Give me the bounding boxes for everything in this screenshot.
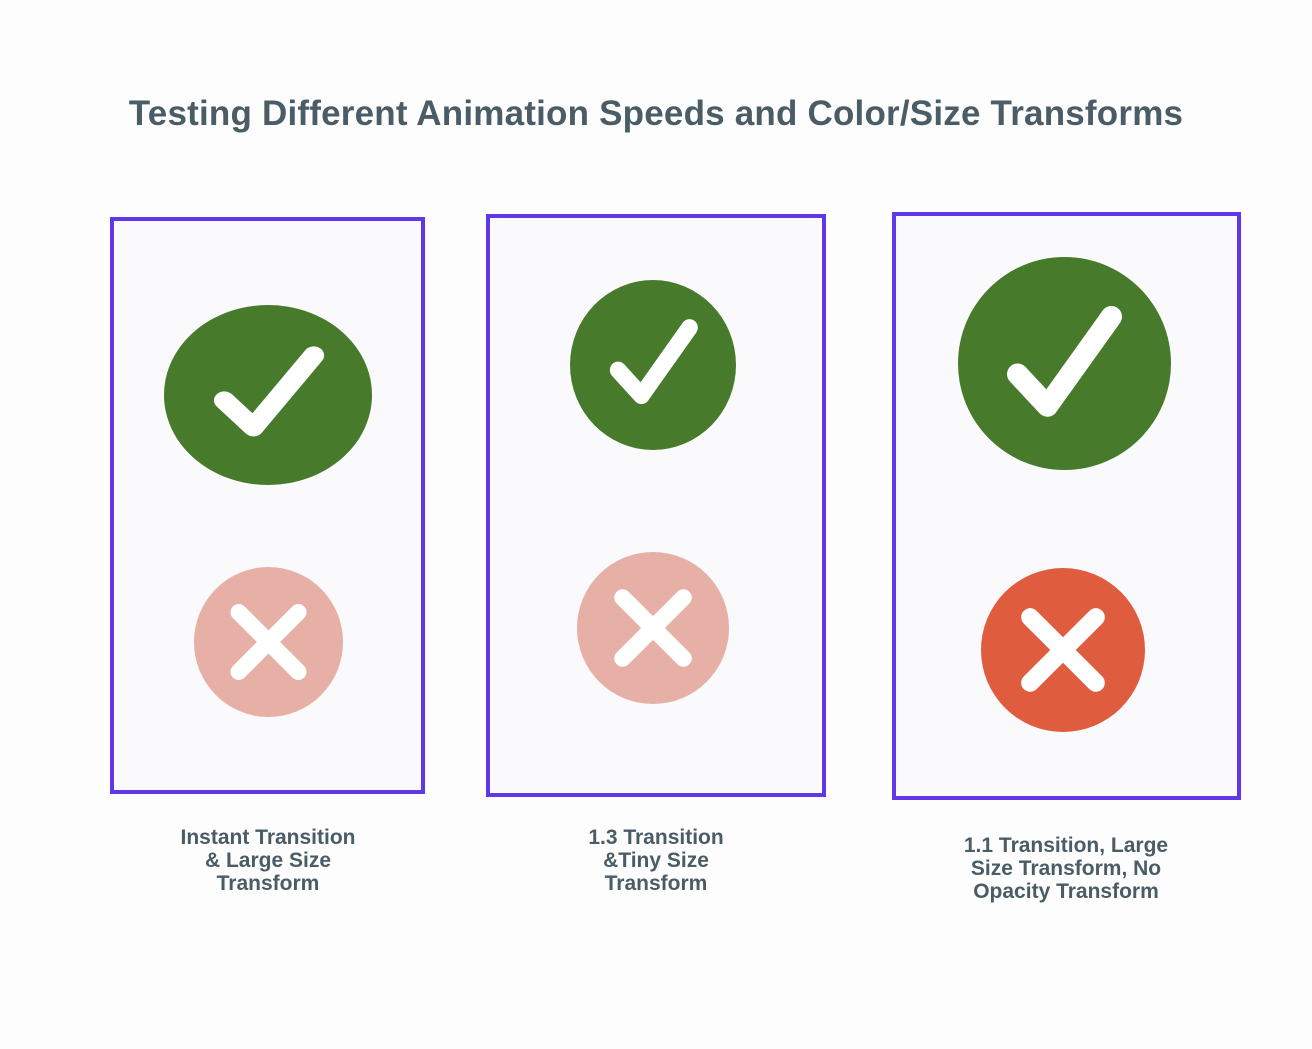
cross-circle-icon bbox=[577, 552, 729, 704]
check-circle-icon bbox=[164, 305, 372, 485]
cross-circle-icon bbox=[981, 568, 1145, 732]
page-title: Testing Different Animation Speeds and C… bbox=[128, 94, 1184, 133]
panel-1-1-transition bbox=[892, 212, 1241, 800]
check-circle-icon bbox=[958, 257, 1171, 470]
panel-caption: 1.3 Transition &Tiny Size Transform bbox=[588, 826, 724, 895]
panel-caption: Instant Transition & Large Size Transfor… bbox=[180, 826, 356, 895]
cross-circle-icon bbox=[194, 567, 343, 717]
panel-1-3-transition bbox=[486, 214, 826, 797]
panel-caption: 1.1 Transition, Large Size Transform, No… bbox=[963, 834, 1169, 903]
panel-instant-transition bbox=[110, 217, 425, 794]
check-circle-icon bbox=[570, 280, 736, 450]
